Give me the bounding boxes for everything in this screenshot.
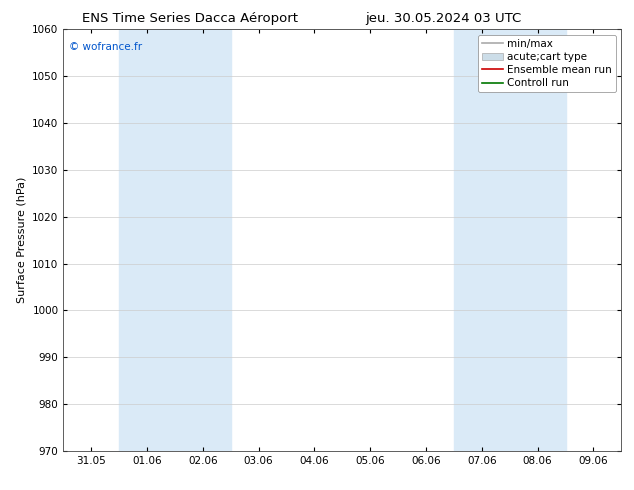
Text: ENS Time Series Dacca Aéroport: ENS Time Series Dacca Aéroport xyxy=(82,12,298,25)
Bar xyxy=(454,29,566,451)
Bar xyxy=(119,29,231,451)
Y-axis label: Surface Pressure (hPa): Surface Pressure (hPa) xyxy=(16,177,27,303)
Legend: min/max, acute;cart type, Ensemble mean run, Controll run: min/max, acute;cart type, Ensemble mean … xyxy=(478,35,616,92)
Text: jeu. 30.05.2024 03 UTC: jeu. 30.05.2024 03 UTC xyxy=(366,12,522,25)
Text: © wofrance.fr: © wofrance.fr xyxy=(69,42,142,52)
